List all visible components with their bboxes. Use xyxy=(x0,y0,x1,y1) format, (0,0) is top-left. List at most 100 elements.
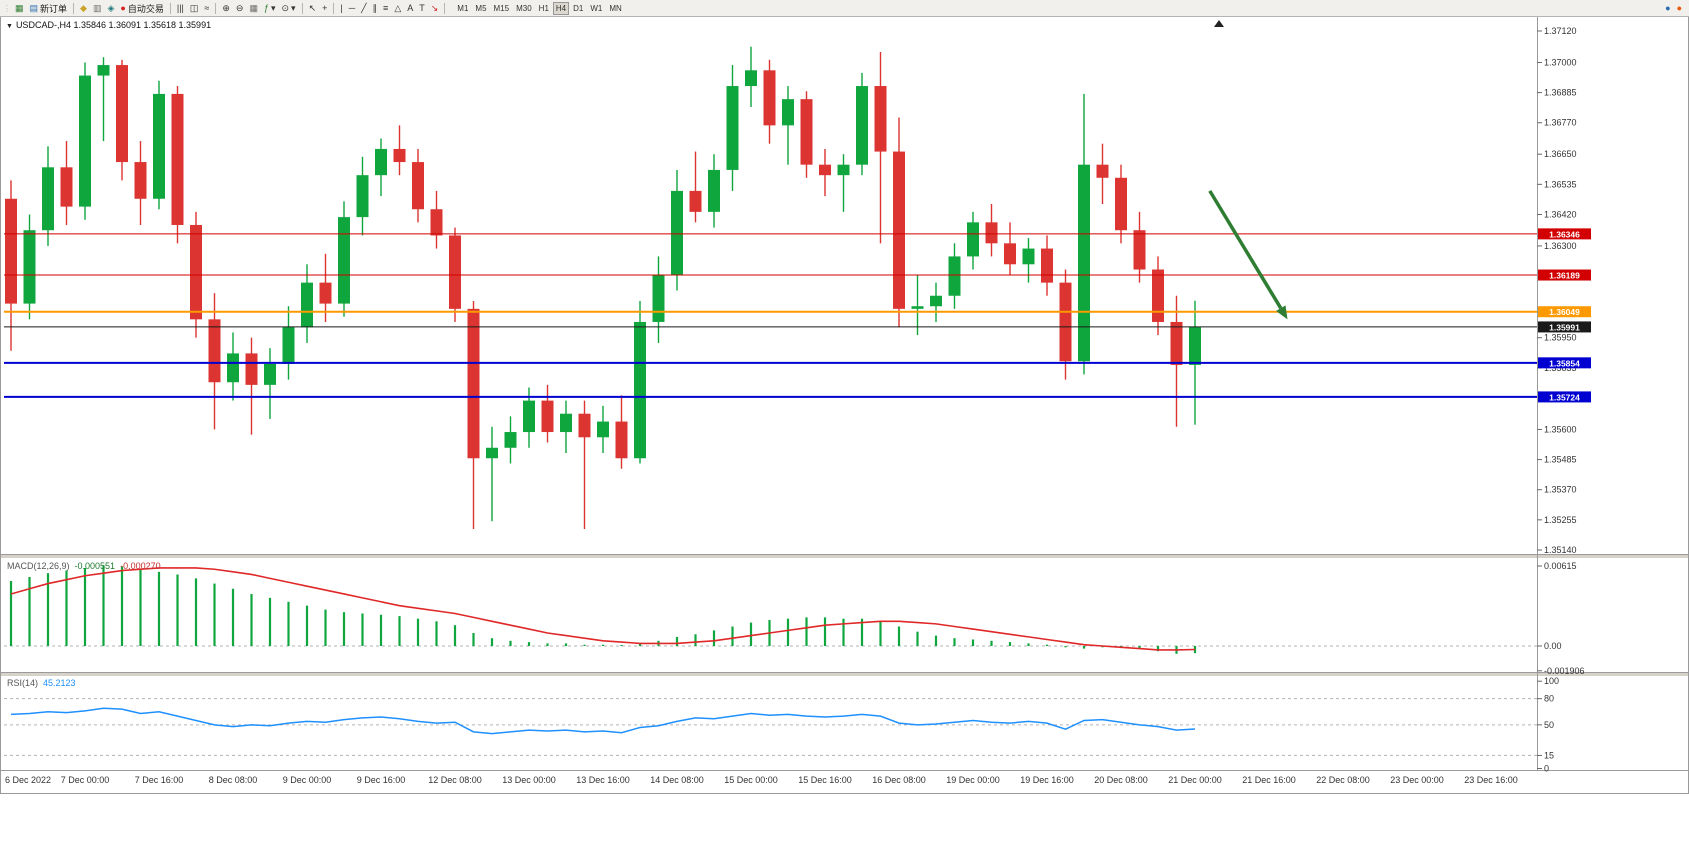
rsi-label: RSI(14) 45.2123 xyxy=(7,678,76,688)
vertical-line-icon: | xyxy=(340,2,343,13)
bar-chart-button[interactable]: ||| xyxy=(174,1,187,15)
timeframe-d1[interactable]: D1 xyxy=(570,2,586,15)
pivot-line-tag-label: 1.36049 xyxy=(1549,307,1580,317)
indicators-icon: ƒ xyxy=(263,2,269,13)
shapes-button[interactable]: △ xyxy=(391,1,404,15)
chart-shift-marker[interactable] xyxy=(1214,20,1224,27)
candle-body xyxy=(1096,164,1109,178)
alert-icon[interactable]: ● xyxy=(1676,2,1682,13)
candle-body xyxy=(541,400,554,433)
timeframe-h1[interactable]: H1 xyxy=(536,2,552,15)
price-tick-label: 1.36300 xyxy=(1544,241,1577,251)
new-order-icon: ▤ xyxy=(29,2,39,13)
horizontal-line-button[interactable]: ─ xyxy=(346,1,358,15)
timeframe-m1[interactable]: M1 xyxy=(454,2,471,15)
channel-icon: ∥ xyxy=(372,2,378,13)
new-order-label: 新订单 xyxy=(40,3,68,14)
timeframe-w1[interactable]: W1 xyxy=(587,2,605,15)
candle-body xyxy=(486,447,498,459)
rsi-name: RSI(14) xyxy=(7,678,39,688)
panel-separator[interactable] xyxy=(1,554,1688,558)
candle-body xyxy=(1078,164,1090,362)
timeframe-toolbar: M1 M5 M15 M30 H1 H4 D1 W1 MN xyxy=(454,1,625,15)
price-tick-label: 1.35600 xyxy=(1544,424,1577,434)
text-label-button[interactable]: T xyxy=(416,1,428,15)
candle-body xyxy=(338,217,350,304)
candle-body xyxy=(837,164,850,176)
time-axis-label: 15 Dec 00:00 xyxy=(724,775,778,785)
timeframe-m30[interactable]: M30 xyxy=(513,2,535,15)
trendline-icon: ╱ xyxy=(361,2,367,13)
horizontal-line-icon: ─ xyxy=(348,2,356,13)
zoom-in-button[interactable]: ⊕ xyxy=(219,1,233,15)
main-toolbar: ⋮ ▦ ▤ 新订单 ◆ ▥ ◈ ● 自动交易 ||| ◫ ≈ ⊕ ⊖ ▦ ƒ ▾ ⊙ ▾… xyxy=(0,0,1689,17)
time-axis-label: 23 Dec 00:00 xyxy=(1390,775,1444,785)
new-chart-button[interactable]: ▦ xyxy=(12,1,27,15)
time-axis-label: 13 Dec 16:00 xyxy=(576,775,630,785)
new-order-button[interactable]: ▤ 新订单 xyxy=(27,1,71,15)
arrows-icon: ↘ xyxy=(430,2,439,13)
indicators-button[interactable]: ƒ ▾ xyxy=(261,1,279,15)
tile-windows-button[interactable]: ▦ xyxy=(246,1,261,15)
timeframe-h4[interactable]: H4 xyxy=(552,1,570,15)
trend-arrow-head[interactable] xyxy=(1276,305,1288,320)
navigator-icon: ◈ xyxy=(107,2,115,13)
timeframe-m5[interactable]: M5 xyxy=(472,2,489,15)
cursor-button[interactable]: ↖ xyxy=(306,1,320,15)
candle-body xyxy=(264,363,276,385)
toolbar-grip: ⋮ xyxy=(3,3,11,13)
time-axis-label: 19 Dec 00:00 xyxy=(946,775,1000,785)
candle-body xyxy=(560,413,572,433)
navigator-button[interactable]: ◈ xyxy=(104,1,117,15)
trendline-button[interactable]: ╱ xyxy=(358,1,369,15)
candle-body xyxy=(23,230,36,304)
macd-signal-value: -0.000270 xyxy=(120,561,161,571)
data-window-button[interactable]: ▥ xyxy=(90,1,105,15)
resistance-line-2-tag xyxy=(1538,269,1591,281)
candle-body xyxy=(375,148,387,176)
trend-arrow-shaft[interactable] xyxy=(1208,189,1283,310)
chart-background xyxy=(1,17,1688,792)
price-tick-label: 1.36650 xyxy=(1544,149,1577,159)
autotrading-label: 自动交易 xyxy=(127,3,164,14)
support-line-2-tag-label: 1.35724 xyxy=(1549,392,1580,402)
candle-body xyxy=(1115,177,1127,231)
crosshair-button[interactable]: + xyxy=(319,1,330,15)
account-icon[interactable]: ● xyxy=(1665,2,1671,13)
toolbar-separator xyxy=(301,2,303,14)
timeframe-m15[interactable]: M15 xyxy=(491,2,513,15)
chart-canvas[interactable]: 1.37120 1.37000 1.36885 1.36770 1.36650 1.365… xyxy=(1,17,1688,792)
channel-button[interactable]: ∥ xyxy=(370,1,381,15)
candle-body xyxy=(153,93,165,199)
zoom-in-icon: ⊕ xyxy=(222,2,230,13)
text-button[interactable]: A xyxy=(404,1,416,15)
time-axis-label: 9 Dec 00:00 xyxy=(283,775,332,785)
candle-body xyxy=(1152,269,1164,322)
support-line-1-tag-label: 1.35854 xyxy=(1549,358,1580,368)
collapse-icon[interactable]: ▼ xyxy=(6,23,13,30)
time-axis-label: 13 Dec 00:00 xyxy=(502,775,556,785)
timeframe-mn[interactable]: MN xyxy=(606,2,624,15)
price-tick-label: 1.35485 xyxy=(1544,455,1577,465)
candle-body xyxy=(1189,326,1201,365)
line-chart-button[interactable]: ≈ xyxy=(201,1,212,15)
price-tick-label: 1.35950 xyxy=(1544,333,1577,343)
fibonacci-icon: ≡ xyxy=(383,2,389,13)
autotrading-button[interactable]: ● 自动交易 xyxy=(117,1,166,15)
period-button[interactable]: ⊙ ▾ xyxy=(279,1,299,15)
candle-body xyxy=(449,235,461,309)
market-watch-button[interactable]: ◆ xyxy=(77,1,90,15)
zoom-out-button[interactable]: ⊖ xyxy=(233,1,247,15)
panel-separator[interactable] xyxy=(1,672,1688,676)
candle-body xyxy=(1133,230,1146,270)
candle-body xyxy=(467,308,480,459)
time-axis-label: 9 Dec 16:00 xyxy=(357,775,406,785)
price-tick-label: 1.35140 xyxy=(1544,545,1577,555)
fibonacci-button[interactable]: ≡ xyxy=(380,1,391,15)
candle-body xyxy=(967,222,979,257)
arrows-button[interactable]: ↘ xyxy=(428,1,442,15)
vertical-line-button[interactable]: | xyxy=(337,1,345,15)
toolbar-separator xyxy=(73,2,75,14)
candlestick-button[interactable]: ◫ xyxy=(187,1,202,15)
candle-body xyxy=(393,148,406,163)
